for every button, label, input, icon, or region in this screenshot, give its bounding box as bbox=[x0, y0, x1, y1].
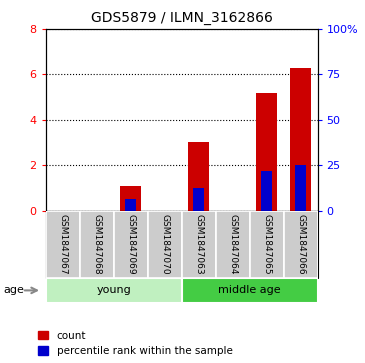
Bar bbox=[125, 199, 136, 211]
Text: GSM1847069: GSM1847069 bbox=[126, 214, 135, 274]
Text: GSM1847067: GSM1847067 bbox=[58, 214, 67, 274]
Text: GSM1847064: GSM1847064 bbox=[228, 214, 237, 274]
Text: GSM1847063: GSM1847063 bbox=[194, 214, 203, 274]
Bar bbox=[80, 211, 114, 278]
Bar bbox=[188, 143, 209, 211]
Bar bbox=[46, 278, 182, 303]
Text: age: age bbox=[4, 285, 24, 295]
Bar bbox=[250, 211, 284, 278]
Bar bbox=[147, 211, 182, 278]
Bar bbox=[291, 68, 311, 211]
Bar bbox=[46, 211, 80, 278]
Text: GSM1847068: GSM1847068 bbox=[92, 214, 101, 274]
Bar bbox=[193, 188, 204, 211]
Bar bbox=[182, 278, 318, 303]
Text: young: young bbox=[96, 285, 131, 295]
Text: GSM1847065: GSM1847065 bbox=[262, 214, 271, 274]
Text: GSM1847066: GSM1847066 bbox=[296, 214, 305, 274]
Bar bbox=[284, 211, 318, 278]
Bar bbox=[256, 93, 277, 211]
Title: GDS5879 / ILMN_3162866: GDS5879 / ILMN_3162866 bbox=[91, 11, 273, 25]
Legend: count, percentile rank within the sample: count, percentile rank within the sample bbox=[38, 331, 233, 356]
Bar bbox=[261, 171, 272, 211]
Bar bbox=[114, 211, 147, 278]
Text: middle age: middle age bbox=[218, 285, 281, 295]
Bar bbox=[216, 211, 250, 278]
Text: GSM1847070: GSM1847070 bbox=[160, 214, 169, 274]
Bar bbox=[295, 165, 306, 211]
Bar bbox=[120, 185, 141, 211]
Bar bbox=[182, 211, 216, 278]
